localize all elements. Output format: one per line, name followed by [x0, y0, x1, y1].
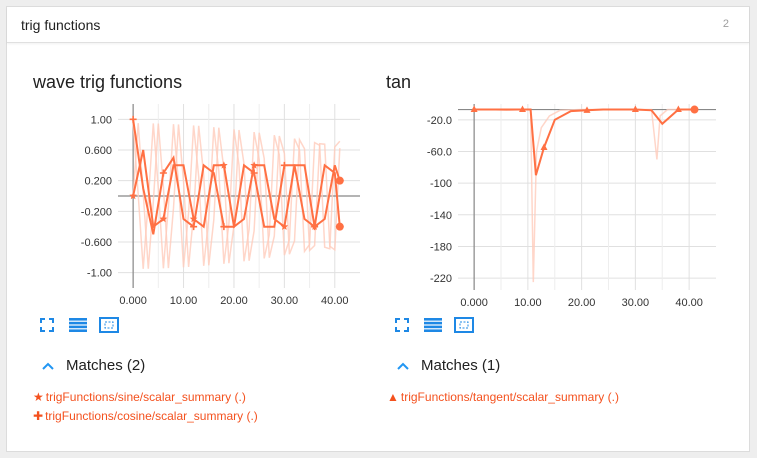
fit-domain-icon[interactable]: [98, 314, 120, 336]
chart-wave-trig[interactable]: 1.00 0.600 0.200 -0.200 -0.600 -1.00 0.000 10.0…: [0, 99, 380, 314]
raw-series-line: [132, 123, 341, 269]
triangle-marker: [519, 105, 526, 113]
match-item-label: trigFunctions/cosine/scalar_summary (.): [45, 409, 258, 423]
series-endpoint: [690, 105, 699, 114]
y-tick-label: -100: [430, 178, 452, 190]
y-tick-label: -220: [430, 273, 452, 285]
matches-header: Matches (2): [42, 357, 145, 374]
chart-toolbar: [36, 314, 129, 336]
plus-marker: [159, 169, 167, 177]
match-item-sine[interactable]: ★ trigFunctions/sine/scalar_summary (.): [33, 390, 246, 404]
plus-marker: [129, 115, 137, 123]
card-title: tan: [386, 72, 412, 92]
triangle-marker: [631, 105, 639, 113]
triangle-marker: [583, 106, 591, 113]
matches-label: Matches (2): [66, 357, 146, 374]
x-tick-label: 10.00: [514, 297, 542, 309]
matches-header: Matches (1): [397, 357, 500, 374]
panel-count: 2: [722, 18, 729, 30]
x-tick-label: 40.00: [321, 295, 349, 307]
x-tick-label: 30.00: [271, 295, 299, 307]
matches-label: Matches (1): [421, 357, 501, 374]
list-icon[interactable]: [67, 314, 89, 336]
triangle-marker: [674, 105, 682, 113]
match-item-cosine[interactable]: ✚ trigFunctions/cosine/scalar_summary (.): [33, 409, 258, 423]
plus-marker: [190, 223, 198, 231]
star-icon: ★: [33, 390, 44, 404]
match-item-label: trigFunctions/tangent/scalar_summary (.): [400, 390, 619, 404]
y-tick-label: -180: [430, 241, 452, 253]
x-tick-label: 0.000: [460, 297, 488, 309]
star-marker: [220, 161, 228, 169]
x-tick-label: 20.00: [568, 297, 596, 309]
y-tick-label: 0.600: [84, 145, 112, 157]
fit-domain-icon[interactable]: [453, 314, 475, 336]
plus-marker: [311, 223, 319, 231]
star-marker: [129, 192, 137, 200]
triangle-marker: [540, 143, 548, 151]
raw-series-line: [474, 108, 695, 283]
series-endpoint: [335, 176, 344, 185]
y-tick-label: -0.600: [81, 237, 112, 249]
x-tick-label: 20.00: [220, 295, 248, 307]
match-item-tangent[interactable]: ▲ trigFunctions/tangent/scalar_summary (.…: [387, 390, 619, 404]
panel-title: trig functions: [21, 17, 101, 33]
y-tick-label: -140: [430, 210, 452, 222]
chevron-up-icon[interactable]: [397, 357, 409, 374]
card-title: wave trig functions: [33, 72, 183, 92]
match-item-label: trigFunctions/sine/scalar_summary (.): [45, 390, 246, 404]
trig-functions-panel: trig functions 2: [6, 6, 750, 452]
panel-header[interactable]: trig functions 2: [7, 7, 749, 43]
triangle-icon: ▲: [387, 390, 399, 404]
plus-marker: [250, 169, 258, 177]
series-line: [132, 119, 341, 235]
star-marker: [280, 222, 289, 230]
y-tick-label: -1.00: [87, 268, 112, 280]
series-line: [132, 149, 341, 229]
series-endpoint: [335, 222, 344, 231]
fullscreen-icon[interactable]: [391, 314, 413, 336]
chart-tan[interactable]: -20.0 -60.0 -100 -140 -180 -220 0.000 10.00 20.0…: [380, 99, 740, 314]
x-tick-label: 30.00: [622, 297, 650, 309]
triangle-marker: [470, 105, 478, 113]
chart-toolbar: [391, 314, 484, 336]
series-line: [474, 108, 695, 176]
plus-marker: [280, 161, 288, 169]
fullscreen-icon[interactable]: [36, 314, 58, 336]
star-marker: [250, 161, 258, 169]
plus-marker: [220, 223, 228, 231]
y-tick-label: -20.0: [427, 115, 452, 127]
x-tick-label: 0.000: [119, 295, 147, 307]
x-tick-label: 10.00: [170, 295, 198, 307]
y-tick-label: 0.200: [84, 176, 112, 188]
list-icon[interactable]: [422, 314, 444, 336]
x-tick-label: 40.00: [675, 297, 703, 309]
plus-icon: ✚: [33, 409, 44, 423]
chevron-up-icon[interactable]: [42, 357, 54, 374]
y-tick-label: 1.00: [91, 114, 112, 126]
star-marker: [159, 215, 168, 223]
y-tick-label: -0.200: [81, 206, 112, 218]
y-tick-label: -60.0: [427, 146, 452, 158]
